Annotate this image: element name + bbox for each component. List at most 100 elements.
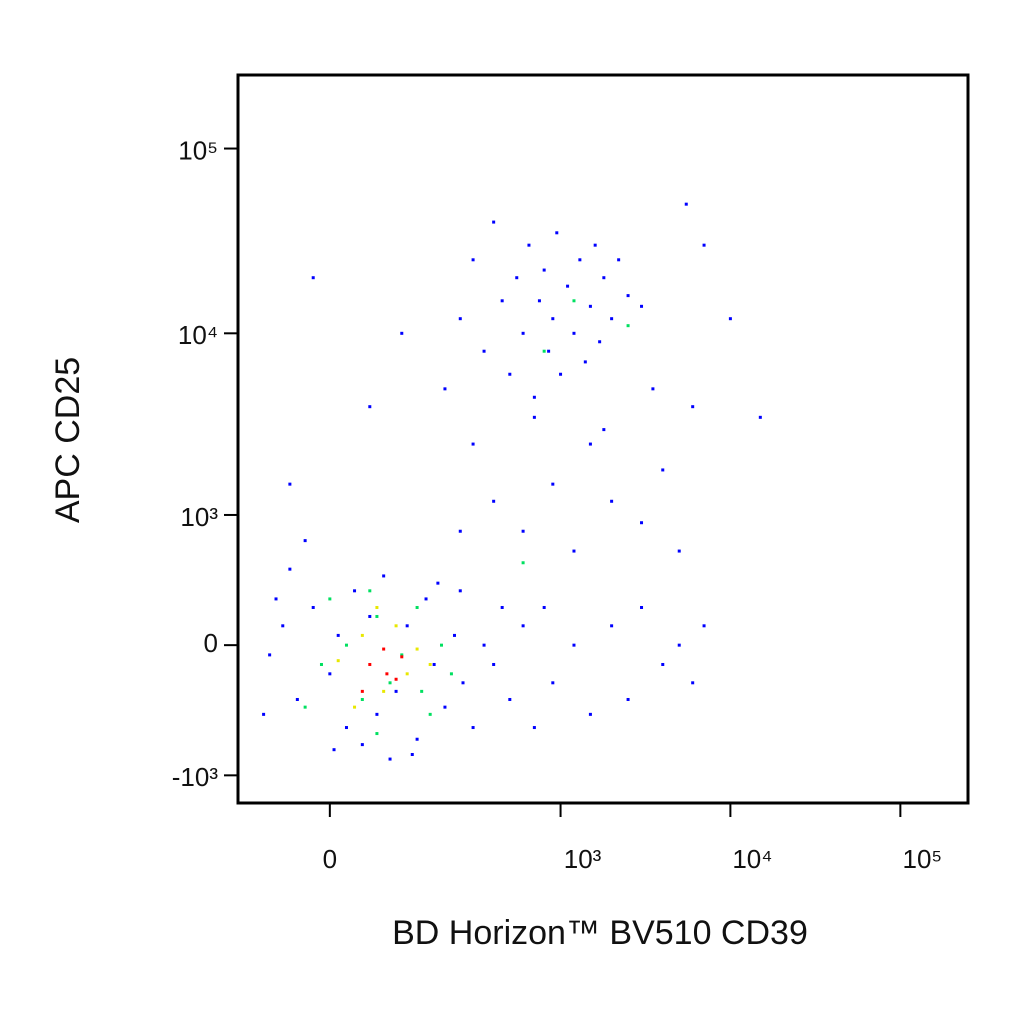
point (375, 614, 379, 618)
point (415, 647, 419, 651)
point (439, 643, 443, 647)
point (677, 549, 681, 553)
point (375, 605, 379, 609)
point (328, 597, 332, 601)
point (492, 220, 496, 224)
point (640, 521, 644, 525)
point (443, 705, 447, 709)
point (532, 726, 536, 730)
point (521, 529, 525, 533)
point (394, 624, 398, 628)
point (583, 360, 587, 364)
point (588, 712, 592, 716)
point (626, 324, 630, 328)
point (428, 712, 432, 716)
point (405, 672, 409, 676)
point (388, 681, 392, 685)
point (610, 317, 614, 321)
point (311, 605, 315, 609)
point (336, 659, 340, 663)
point (555, 231, 559, 235)
point (385, 672, 389, 676)
point (532, 395, 536, 399)
point (527, 243, 531, 247)
point (691, 405, 695, 409)
point (336, 633, 340, 637)
point (566, 284, 570, 288)
point (428, 662, 432, 666)
point (508, 372, 512, 376)
point (492, 662, 496, 666)
point (640, 304, 644, 308)
point (521, 624, 525, 628)
point (537, 299, 541, 303)
point (661, 662, 665, 666)
point (274, 597, 278, 601)
point (382, 689, 386, 693)
point (400, 331, 404, 335)
point (461, 681, 465, 685)
point (482, 349, 486, 353)
point (542, 605, 546, 609)
point (610, 624, 614, 628)
point (319, 662, 323, 666)
point (449, 672, 453, 676)
point (588, 304, 592, 308)
point (344, 643, 348, 647)
point (415, 605, 419, 609)
point (702, 624, 706, 628)
point (360, 743, 364, 747)
point (360, 689, 364, 693)
point (420, 689, 424, 693)
point (353, 589, 357, 593)
point (542, 268, 546, 272)
point (432, 662, 436, 666)
point (360, 633, 364, 637)
point (400, 653, 404, 657)
point (728, 317, 732, 321)
point (471, 258, 475, 262)
x-axis-title: BD Horizon™ BV510 CD39 (392, 914, 808, 952)
point (303, 539, 307, 543)
point (640, 605, 644, 609)
point (382, 647, 386, 651)
point (443, 387, 447, 391)
point (332, 748, 336, 752)
point (436, 581, 440, 585)
point (394, 689, 398, 693)
point (482, 643, 486, 647)
point (394, 677, 398, 681)
point (602, 276, 606, 280)
point (572, 643, 576, 647)
point (532, 415, 536, 419)
point (677, 643, 681, 647)
point (551, 681, 555, 685)
point (368, 662, 372, 666)
y-tick-label: -10³ (172, 762, 219, 792)
y-tick-label: 10⁴ (178, 320, 218, 350)
y-axis-title: APC CD25 (49, 357, 87, 523)
y-tick-label: 0 (204, 628, 218, 658)
point (295, 697, 299, 701)
point (559, 372, 563, 376)
point (288, 567, 292, 571)
point (268, 653, 272, 657)
y-tick-label: 10⁵ (178, 135, 218, 165)
point (593, 243, 597, 247)
point (452, 633, 456, 637)
point (651, 387, 655, 391)
x-tick-label: 0 (323, 844, 337, 874)
point (262, 712, 266, 716)
point (500, 299, 504, 303)
point (702, 243, 706, 247)
x-tick-label: 10⁵ (903, 844, 943, 874)
point (400, 655, 404, 659)
point (368, 405, 372, 409)
point (691, 681, 695, 685)
point (458, 589, 462, 593)
x-tick-label: 10⁴ (732, 844, 772, 874)
point (288, 482, 292, 486)
point (353, 705, 357, 709)
point (311, 276, 315, 280)
